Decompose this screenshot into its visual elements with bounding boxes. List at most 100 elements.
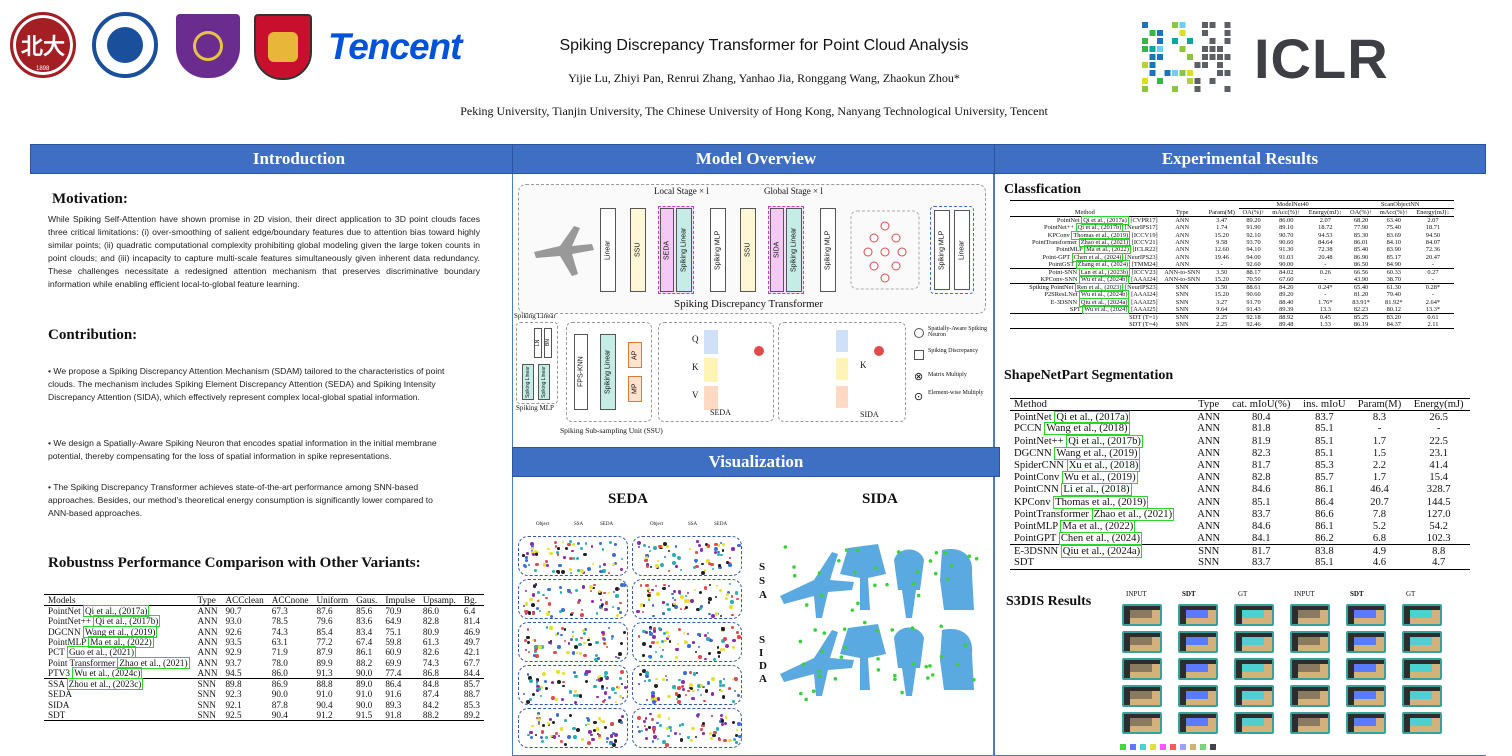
cls-cell: 77.90 <box>1353 224 1369 232</box>
vis-panel <box>518 579 628 619</box>
sida-highlight-dot <box>926 676 930 680</box>
citation: Zhang et al., (2024) <box>1075 259 1131 269</box>
scatter-point <box>653 545 657 550</box>
sida-highlight-dot <box>873 583 877 588</box>
scatter-point <box>543 679 548 684</box>
sida-highlight-dot <box>893 677 897 682</box>
scatter-point <box>574 644 579 649</box>
scatter-point <box>613 739 618 743</box>
scatter-point <box>571 549 574 553</box>
cls-cell: 89.10 <box>1279 224 1294 232</box>
scatter-point <box>571 726 576 731</box>
seg-cell: 83.7 <box>1315 411 1334 423</box>
cls-cell: 13.3* <box>1425 305 1441 313</box>
scatter-point <box>588 729 592 734</box>
robust-cell: 91.0 <box>356 689 373 700</box>
citation: Wu et al., (2024c) <box>72 666 143 679</box>
scatter-point <box>600 607 604 611</box>
method-cell: PTV3 Wu et al., (2024c) <box>44 666 194 679</box>
sida-neuron-icon <box>874 346 884 356</box>
scatter-point <box>688 686 691 690</box>
cls-cell: 93.70 <box>1246 238 1261 246</box>
scatter-point <box>603 670 608 675</box>
scatter-point <box>665 678 669 681</box>
scatter-point <box>567 542 571 547</box>
seg-row: PCCN Wang et al., (2018) ANN 81.8 85.1 - - <box>1010 422 1470 436</box>
method-cell: PointNet++ Qi et al., (2017b) <box>1010 434 1192 448</box>
robust-cell: 88.2 <box>418 709 460 721</box>
cls-cell: 85.17 <box>1386 253 1401 261</box>
scatter-point <box>524 649 528 652</box>
scatter-point <box>672 685 677 690</box>
robust-cell: 83.6 <box>356 616 373 627</box>
seg-cell: 4.7 <box>1407 556 1470 570</box>
scatter-point <box>532 553 536 556</box>
robust-col-header: Uniform <box>312 594 353 606</box>
scatter-point <box>699 547 704 552</box>
scatter-point <box>679 732 682 735</box>
scatter-point <box>730 547 735 551</box>
mlp-legend-block: Spiking Linear <box>522 364 534 400</box>
scatter-point <box>703 633 708 638</box>
robust-row: DGCNN Wang et al., (2019) ANN 92.6 74.3 85.4… <box>44 625 484 638</box>
scatter-point <box>701 723 705 728</box>
cls-cell: 18.71 <box>1425 224 1441 232</box>
scatter-point <box>660 545 664 548</box>
scatter-point <box>584 542 588 545</box>
scatter-point <box>556 550 560 554</box>
scatter-point <box>639 672 643 676</box>
citation: Thomas et al., (2019) <box>1053 495 1149 509</box>
seg-cell: 85.7 <box>1315 472 1334 484</box>
scatter-point <box>604 675 607 679</box>
cls-cell: 86.19 <box>1346 320 1376 329</box>
scatter-point <box>700 604 704 608</box>
seda-box <box>658 322 774 422</box>
scatter-point <box>608 540 613 545</box>
scatter-point <box>732 638 736 643</box>
sida-highlight-dot <box>924 664 929 669</box>
scatter-point <box>720 542 723 545</box>
scatter-point <box>621 557 624 560</box>
method-cell: SpiderCNN Xu et al., (2018) <box>1010 459 1192 473</box>
method-cell: PointMLP Ma et al., (2022) <box>1010 519 1192 533</box>
scatter-point <box>572 542 576 547</box>
cls-cell: 15.20 <box>1214 231 1229 239</box>
scatter-point <box>677 700 681 704</box>
s3dis-scene <box>1402 658 1442 680</box>
method-cell: Spiking PointNet Ren et al., (2023) [Neu… <box>1010 282 1160 292</box>
scatter-point <box>596 732 600 736</box>
seg-cell: 85.1 <box>1315 447 1334 459</box>
scatter-point <box>646 564 650 568</box>
scatter-point <box>652 731 656 735</box>
scatter-point <box>713 546 718 551</box>
method-cell: PointTransformer Zhao et al., (2021) <box>1010 507 1192 521</box>
robust-cell: 92.5 <box>221 709 268 721</box>
s3dis-scene <box>1402 631 1442 653</box>
scatter-point <box>590 589 593 592</box>
robust-cell: 82.6 <box>422 647 439 658</box>
scatter-point <box>528 597 533 602</box>
scatter-point <box>682 671 687 675</box>
robust-cell: 78.5 <box>271 616 288 627</box>
iclr-square <box>1157 78 1163 84</box>
method-name: Point-GPT <box>1042 253 1072 261</box>
scatter-point <box>524 555 528 559</box>
scatter-point <box>712 657 717 661</box>
citation: Qi et al., (2017b) <box>1075 223 1124 233</box>
legend-neuron: Spatially-Aware Spiking Neuron <box>928 326 987 338</box>
method-cell: DGCNN Wang et al., (2019) <box>1010 446 1192 460</box>
seg-cell: 22.5 <box>1429 435 1448 447</box>
scatter-point <box>721 695 726 699</box>
method-name: E-3DSNN <box>1014 545 1061 557</box>
scatter-point <box>597 675 602 680</box>
scatter-point <box>726 590 730 594</box>
s3dis-scene <box>1346 685 1386 707</box>
robust-cell: 69.9 <box>385 657 402 668</box>
scatter-point <box>648 645 652 649</box>
cls-col-header: mAcc(%)↑ <box>1375 208 1412 217</box>
scatter-point <box>673 589 677 593</box>
iclr-square <box>1202 46 1208 52</box>
seg-cell: 4.9 <box>1351 544 1408 557</box>
cls-cell: 0.45 <box>1304 312 1347 321</box>
cls-cell: SNN <box>1175 305 1189 313</box>
